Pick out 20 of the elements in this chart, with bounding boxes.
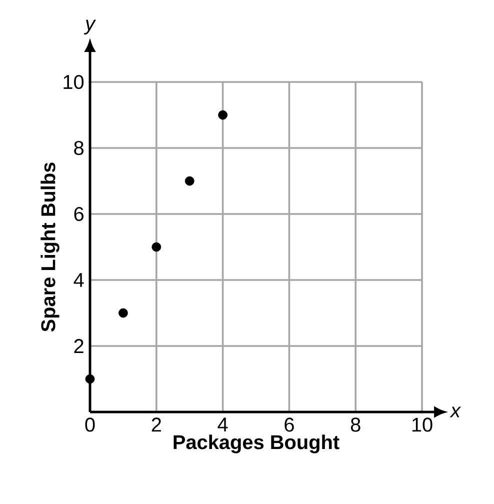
x-tick-label: 2 bbox=[152, 418, 161, 432]
x-tick-label: 4 bbox=[218, 418, 228, 432]
y-axis-title: Spare Light Bulbs bbox=[40, 162, 60, 332]
x-tick-label: 8 bbox=[350, 418, 360, 432]
text: y bbox=[84, 20, 96, 34]
x-tick-label: 0 bbox=[85, 418, 95, 432]
x-tick-label: 6 bbox=[284, 418, 294, 432]
point bbox=[152, 242, 162, 252]
point bbox=[118, 308, 128, 318]
point bbox=[184, 176, 194, 186]
y-tick-label: 2 bbox=[74, 339, 84, 353]
x-tick-label: 10 bbox=[412, 418, 432, 432]
point bbox=[218, 110, 228, 120]
y-tick-label: 4 bbox=[74, 273, 84, 287]
y-tick-label: 10 bbox=[64, 74, 84, 90]
point bbox=[85, 374, 95, 384]
text: x bbox=[450, 406, 462, 418]
x-axis-title: Packages Bought bbox=[174, 434, 340, 454]
y-tick-label: 6 bbox=[74, 206, 84, 222]
y-tick-label: 8 bbox=[74, 140, 84, 156]
